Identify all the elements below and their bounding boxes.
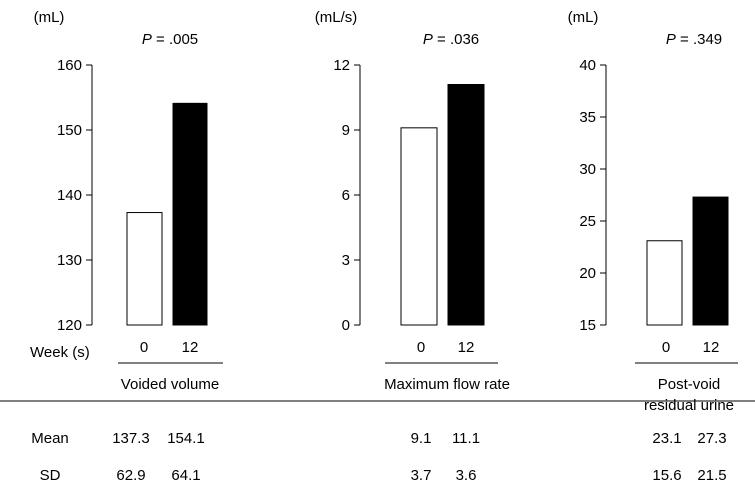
table-cell: 3.7	[411, 467, 432, 484]
y-tick-label: 15	[579, 317, 596, 334]
table-cell: 15.6	[652, 467, 681, 484]
table-cell: 154.1	[167, 430, 205, 447]
table-cell: 23.1	[652, 430, 681, 447]
table-cell: 11.1	[452, 430, 480, 447]
y-tick-label: 3	[342, 252, 350, 269]
x-category-label: 12	[182, 339, 199, 356]
p-value: P = .036	[423, 31, 479, 48]
table-cell: 64.1	[171, 467, 200, 484]
x-category-label: 12	[458, 339, 475, 356]
bar-week-12	[692, 196, 729, 326]
panel-title: Post-void	[658, 376, 721, 393]
y-tick-label: 9	[342, 122, 350, 139]
table-cell: 9.1	[411, 430, 432, 447]
x-category-label: 0	[662, 339, 670, 356]
y-tick-label: 30	[579, 161, 596, 178]
table-cell: 27.3	[697, 430, 726, 447]
panel-title: residual urine	[644, 397, 734, 414]
y-tick-label: 130	[57, 252, 82, 269]
bar-week-12	[172, 102, 208, 326]
table-row-sd: SD 62.9 64.1 3.7 3.6 15.6 21.5	[40, 467, 727, 484]
table-cell: 137.3	[112, 430, 150, 447]
chart-panel-3: (mL) P = .349 15 20 25 30 35 40 0 12 Post-void resi…	[568, 9, 738, 414]
x-category-label: 0	[140, 339, 148, 356]
y-tick-label: 20	[579, 265, 596, 282]
y-axis-unit: (mL/s)	[315, 9, 358, 26]
y-tick-label: 25	[579, 213, 596, 230]
y-tick-label: 35	[579, 109, 596, 126]
y-tick-label: 6	[342, 187, 350, 204]
x-category-label: 12	[703, 339, 720, 356]
chart-panel-2: (mL/s) P = .036 0 3 6 9 12 0 12 Maximum flow rate	[315, 9, 510, 393]
p-number: = .005	[152, 31, 198, 48]
y-axis-unit: (mL)	[34, 9, 65, 26]
chart-panel-1: (mL) P = .005 120 130 140 150 160 0 12 Voided vol…	[34, 9, 223, 393]
y-tick-label: 12	[333, 57, 350, 74]
table-cell: 62.9	[116, 467, 145, 484]
y-tick-label: 120	[57, 317, 82, 334]
p-symbol: P	[666, 31, 676, 48]
bar-week-0	[126, 212, 163, 326]
y-tick-label: 40	[579, 57, 596, 74]
p-number: = .036	[433, 31, 479, 48]
panel-title: Maximum flow rate	[384, 376, 510, 393]
p-value: P = .005	[142, 31, 198, 48]
panel-title: Voided volume	[121, 376, 219, 393]
table-cell: 21.5	[697, 467, 726, 484]
p-symbol: P	[423, 31, 433, 48]
y-tick-label: 140	[57, 187, 82, 204]
p-symbol: P	[142, 31, 152, 48]
p-value: P = .349	[666, 31, 722, 48]
table-row-mean: Mean 137.3 154.1 9.1 11.1 23.1 27.3	[31, 430, 726, 447]
row-label: SD	[40, 467, 61, 484]
x-category-label: 0	[417, 339, 425, 356]
week-label: Week (s)	[30, 344, 90, 361]
bar-week-12	[447, 84, 485, 326]
y-tick-label: 150	[57, 122, 82, 139]
y-tick-label: 160	[57, 57, 82, 74]
bar-week-0	[400, 127, 438, 326]
p-number: = .349	[676, 31, 722, 48]
y-axis-unit: (mL)	[568, 9, 599, 26]
bar-week-0	[646, 240, 683, 326]
table-cell: 3.6	[456, 467, 477, 484]
y-tick-label: 0	[342, 317, 350, 334]
row-label: Mean	[31, 430, 69, 447]
